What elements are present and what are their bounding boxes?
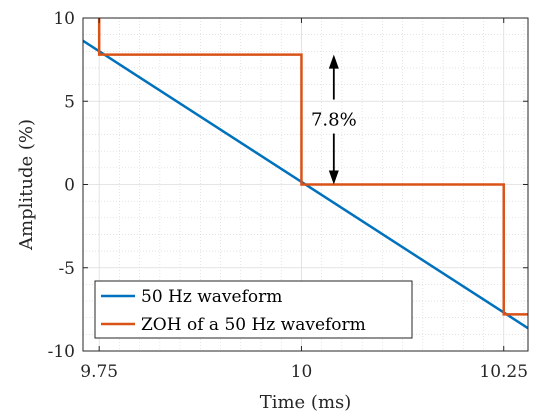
annotation-layer: 7.8% <box>311 54 357 185</box>
y-tick-label: -10 <box>48 342 75 362</box>
y-tick-label: 10 <box>53 9 75 29</box>
annotation-label: 7.8% <box>311 110 357 131</box>
legend: 50 Hz waveform ZOH of a 50 Hz waveform <box>94 280 413 339</box>
x-tick-label: 10 <box>291 362 313 382</box>
x-axis-label: Time (ms) <box>260 392 352 413</box>
series-layer <box>83 18 528 330</box>
legend-label-waveform: 50 Hz waveform <box>141 287 282 307</box>
annotation-arrowhead-down <box>328 170 339 185</box>
legend-box <box>94 280 413 339</box>
tick-layer: -10 -5 0 5 10 9.75 10 10.25 <box>48 9 528 382</box>
annotation-arrowhead-up <box>328 54 339 69</box>
y-tick-label: 0 <box>64 176 75 196</box>
legend-label-zoh: ZOH of a 50 Hz waveform <box>141 315 366 335</box>
y-tick-label: -5 <box>58 259 75 279</box>
x-tick-label: 9.75 <box>80 362 118 382</box>
x-tick-label: 10.25 <box>479 362 528 382</box>
y-axis-label: Amplitude (%) <box>16 119 37 251</box>
y-tick-label: 5 <box>64 92 75 112</box>
series-line-1 <box>97 18 528 316</box>
